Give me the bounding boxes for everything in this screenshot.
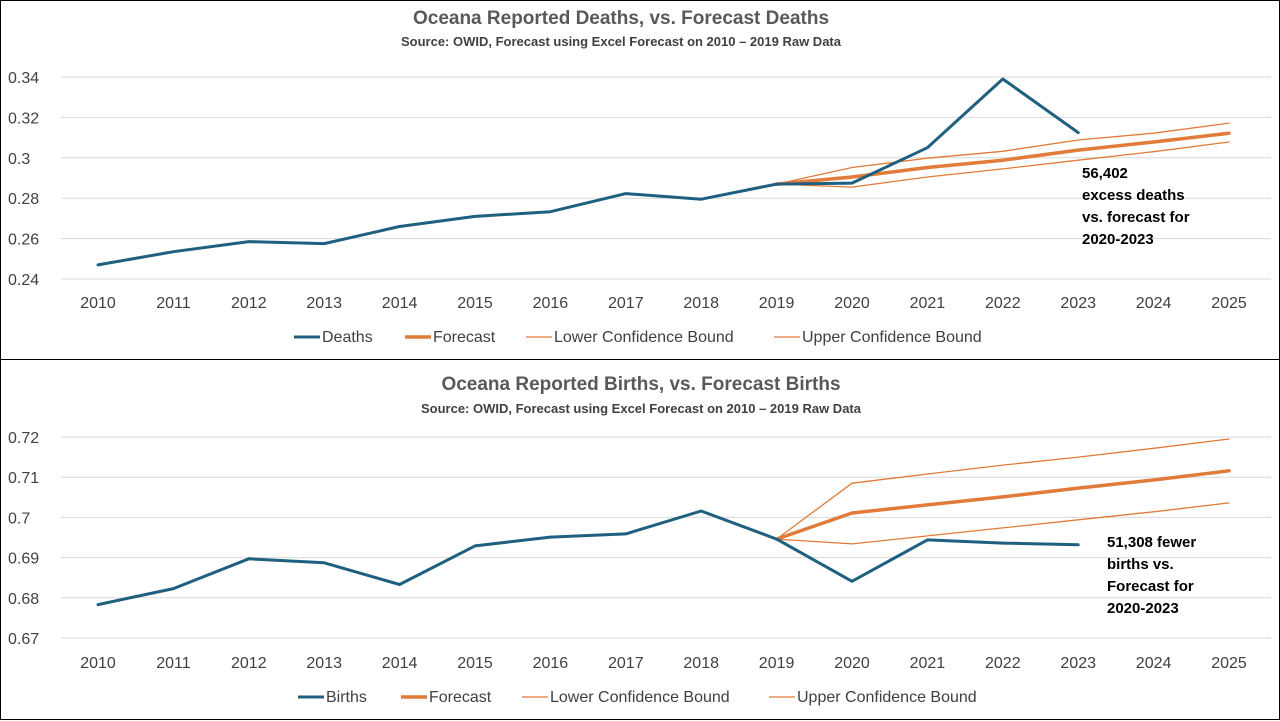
x-tick-label: 2010 [80,655,116,672]
x-tick-label: 2012 [231,295,267,312]
excess-deaths-annotation: 56,402 excess deaths vs. forecast for 20… [1082,165,1190,248]
legend-label: Forecast [429,689,492,706]
legend-label: Births [326,689,367,706]
births-chart: Oceana Reported Births, vs. Forecast Bir… [8,374,1271,706]
x-tick-label: 2017 [608,295,644,312]
annotation-line: vs. forecast for [1082,209,1190,226]
births-chart-panel: Oceana Reported Births, vs. Forecast Bir… [0,359,1280,720]
y-tick-label: 0.71 [8,470,39,487]
annotation-line: excess deaths [1082,187,1185,204]
y-tick-label: 0.28 [8,191,39,208]
legend: Deaths Forecast Lower Confidence Bound Uppe… [294,329,982,346]
x-tick-label: 2020 [834,295,870,312]
x-tick-label: 2017 [608,655,644,672]
legend-label: Lower Confidence Bound [554,329,734,346]
series-line-births [96,509,1080,607]
legend-label: Upper Confidence Bound [802,329,982,346]
x-tick-label: 2021 [910,295,946,312]
x-tick-label: 2013 [306,655,342,672]
legend-label: Upper Confidence Bound [797,689,977,706]
x-tick-label: 2015 [457,655,493,672]
annotation-line: 2020-2023 [1082,231,1154,248]
deaths-chart: Oceana Reported Deaths, vs. Forecast Dea… [8,8,1271,346]
y-tick-label: 0.7 [8,510,30,527]
annotation-line: births vs. [1107,556,1174,573]
x-tick-label: 2014 [382,655,418,672]
x-tick-label: 2015 [457,295,493,312]
x-tick-label: 2012 [231,655,267,672]
chart-subtitle: Source: OWID, Forecast using Excel Forec… [401,34,842,49]
x-tick-label: 2023 [1060,295,1096,312]
x-tick-label: 2022 [985,295,1021,312]
series-line-deaths [96,77,1080,267]
series-line-forecast [774,131,1231,186]
x-tick-label: 2016 [533,655,569,672]
annotation-line: Forecast for [1107,578,1194,595]
series-line-forecast [774,469,1231,541]
x-tick-label: 2021 [910,655,946,672]
annotation-line: 51,308 fewer [1107,534,1196,551]
chart-subtitle: Source: OWID, Forecast using Excel Forec… [421,401,862,416]
x-tick-label: 2013 [306,295,342,312]
y-tick-label: 0.26 [8,232,39,249]
legend: Births Forecast Lower Confidence Bound Uppe… [298,689,977,706]
legend-label: Deaths [322,329,373,346]
x-tick-label: 2016 [533,295,569,312]
x-tick-label: 2019 [759,295,795,312]
x-tick-label: 2010 [80,295,116,312]
deaths-chart-panel: Oceana Reported Deaths, vs. Forecast Dea… [0,0,1280,361]
x-tick-label: 2024 [1136,295,1172,312]
annotation-line: 2020-2023 [1107,600,1179,617]
x-tick-label: 2022 [985,655,1021,672]
x-tick-label: 2018 [683,295,719,312]
legend-label: Lower Confidence Bound [550,689,730,706]
series-line-lower-confidence-bound [775,502,1230,545]
y-tick-label: 0.34 [8,70,39,87]
x-tick-label: 2020 [834,655,870,672]
series-line-lower-confidence-bound [775,141,1230,188]
annotation-line: 56,402 [1082,165,1128,182]
fewer-births-annotation: 51,308 fewer births vs. Forecast for 202… [1107,534,1196,617]
y-tick-label: 0.67 [8,631,39,648]
series-line-upper-confidence-bound [775,122,1230,185]
y-tick-label: 0.24 [8,272,39,289]
x-tick-label: 2019 [759,655,795,672]
x-tick-label: 2025 [1211,295,1247,312]
x-tick-label: 2011 [156,655,191,672]
x-tick-label: 2011 [156,295,191,312]
x-tick-label: 2023 [1060,655,1096,672]
y-tick-label: 0.32 [8,110,39,127]
x-tick-label: 2014 [382,295,418,312]
series-line-upper-confidence-bound [775,438,1230,540]
chart-title: Oceana Reported Births, vs. Forecast Bir… [441,374,840,395]
x-tick-label: 2018 [683,655,719,672]
y-tick-label: 0.72 [8,430,39,447]
x-tick-label: 2024 [1136,655,1172,672]
y-tick-label: 0.68 [8,591,39,608]
y-tick-label: 0.3 [8,151,30,168]
y-tick-label: 0.69 [8,551,39,568]
x-tick-label: 2025 [1211,655,1247,672]
legend-label: Forecast [433,329,496,346]
chart-title: Oceana Reported Deaths, vs. Forecast Dea… [413,8,829,29]
